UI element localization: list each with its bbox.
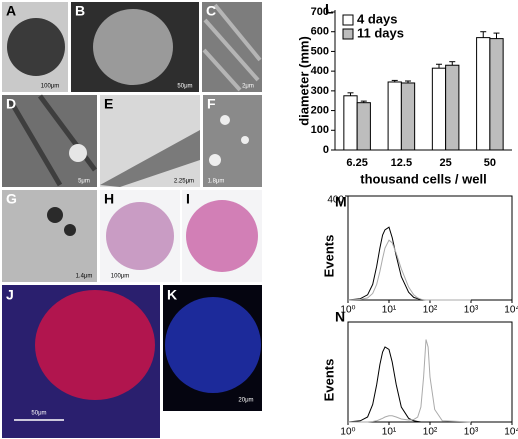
panel-g: G 1.4μm xyxy=(2,190,97,282)
panel-label: L xyxy=(325,1,334,17)
y-tick-label: 0 xyxy=(323,144,329,156)
y-tick-label: 200 xyxy=(311,104,329,116)
y-tick-label: 400 xyxy=(311,65,329,77)
panel-label: F xyxy=(207,96,216,112)
panel-d: D 5μm xyxy=(2,94,98,187)
legend-label: 4 days xyxy=(357,11,397,26)
panel-label: B xyxy=(75,3,85,19)
inclusion xyxy=(64,224,76,236)
y-axis-label: Events xyxy=(321,235,336,278)
histogram-line xyxy=(348,339,472,423)
x-tick-label: 10⁰ xyxy=(340,305,355,316)
inclusion xyxy=(47,207,63,223)
scale-label: 2μm xyxy=(242,84,254,90)
texture xyxy=(7,94,98,187)
bar xyxy=(400,82,416,151)
y-tick-label: 100 xyxy=(311,124,329,136)
histogram-line xyxy=(347,346,471,423)
image xyxy=(203,95,262,187)
bar xyxy=(343,95,358,151)
stain xyxy=(35,290,155,400)
bar xyxy=(356,102,371,151)
x-tick-label: 10⁰ xyxy=(340,427,355,438)
scale-label: 2.25μm xyxy=(174,179,194,185)
scale-label: 5μm xyxy=(78,179,90,185)
x-tick-label: 10⁴ xyxy=(504,427,518,438)
vacuole xyxy=(209,154,221,166)
y-tick-label: 400 xyxy=(327,195,344,206)
panel-label: H xyxy=(104,191,114,207)
bar xyxy=(489,38,504,151)
legend-swatch xyxy=(342,28,354,40)
panel-label: D xyxy=(6,96,16,112)
x-tick-label: 50 xyxy=(484,157,496,169)
vacuole xyxy=(241,136,249,144)
vacuole xyxy=(220,115,230,125)
y-tick-label: 600 xyxy=(311,26,329,38)
y-tick-label: 300 xyxy=(311,85,329,97)
panel-e: E 2.25μm xyxy=(100,95,200,187)
y-tick-label: 700 xyxy=(311,6,329,18)
y-tick-label: 500 xyxy=(311,45,329,57)
texture xyxy=(202,3,262,92)
texture xyxy=(100,130,200,187)
x-tick-label: 10² xyxy=(423,305,438,316)
panel-a: A 100μm xyxy=(2,2,68,92)
panel-k: K 20μm xyxy=(163,285,262,411)
image xyxy=(2,190,97,282)
bar xyxy=(431,67,447,151)
panel-label: A xyxy=(6,3,16,19)
panel-j: J 50μm xyxy=(2,285,160,438)
x-tick-label: 6.25 xyxy=(346,157,367,169)
scale-label: 1.4μm xyxy=(76,274,93,280)
x-tick-label: 10⁴ xyxy=(504,305,518,316)
bar xyxy=(476,37,491,151)
scale-label: 1.8μm xyxy=(208,179,225,185)
panel-f: F 1.8μm xyxy=(203,95,262,187)
panel-label: G xyxy=(6,191,17,207)
panel-b: B 50μm xyxy=(71,2,199,92)
panel-c: C 2μm xyxy=(202,2,262,92)
scale-label: 50μm xyxy=(31,411,46,417)
panel-label: J xyxy=(6,287,14,303)
bar xyxy=(445,64,460,151)
panel-label: K xyxy=(167,287,177,303)
spheroid xyxy=(7,18,65,76)
section xyxy=(106,202,174,270)
x-axis-label: Ki-67 FITC xyxy=(398,437,463,439)
panel-label: M xyxy=(335,194,347,210)
x-tick-label: 10¹ xyxy=(382,305,397,316)
x-tick-label: 10¹ xyxy=(382,427,397,438)
x-axis-label: thousand cells / well xyxy=(360,171,486,186)
stain xyxy=(165,297,261,393)
panel-label: E xyxy=(104,96,113,112)
panel-label: N xyxy=(335,309,345,325)
x-tick-label: 10³ xyxy=(464,427,479,438)
y-axis-label: Events xyxy=(321,359,336,402)
x-tick-label: 12.5 xyxy=(391,157,412,169)
image xyxy=(202,2,262,92)
scale-label: 50μm xyxy=(177,84,192,90)
legend-label: 11 days xyxy=(357,25,404,40)
panel-h: H 100μm xyxy=(100,190,180,282)
scale-label: 20μm xyxy=(238,398,253,404)
spheroid xyxy=(93,9,173,85)
legend-swatch xyxy=(342,14,354,26)
bar xyxy=(387,81,402,151)
x-tick-label: 10³ xyxy=(464,305,479,316)
panel-label: C xyxy=(206,3,216,19)
section xyxy=(186,200,258,272)
histogram-line xyxy=(347,239,471,301)
y-axis-label: diameter (mm) xyxy=(296,36,311,126)
scale-label: 100μm xyxy=(111,274,129,280)
scale-label: 100μm xyxy=(41,84,59,90)
panel-i: I xyxy=(182,190,262,282)
panel-label: I xyxy=(186,191,190,207)
x-tick-label: 10² xyxy=(423,427,438,438)
vacuole xyxy=(69,144,87,162)
x-tick-label: 25 xyxy=(440,157,452,169)
